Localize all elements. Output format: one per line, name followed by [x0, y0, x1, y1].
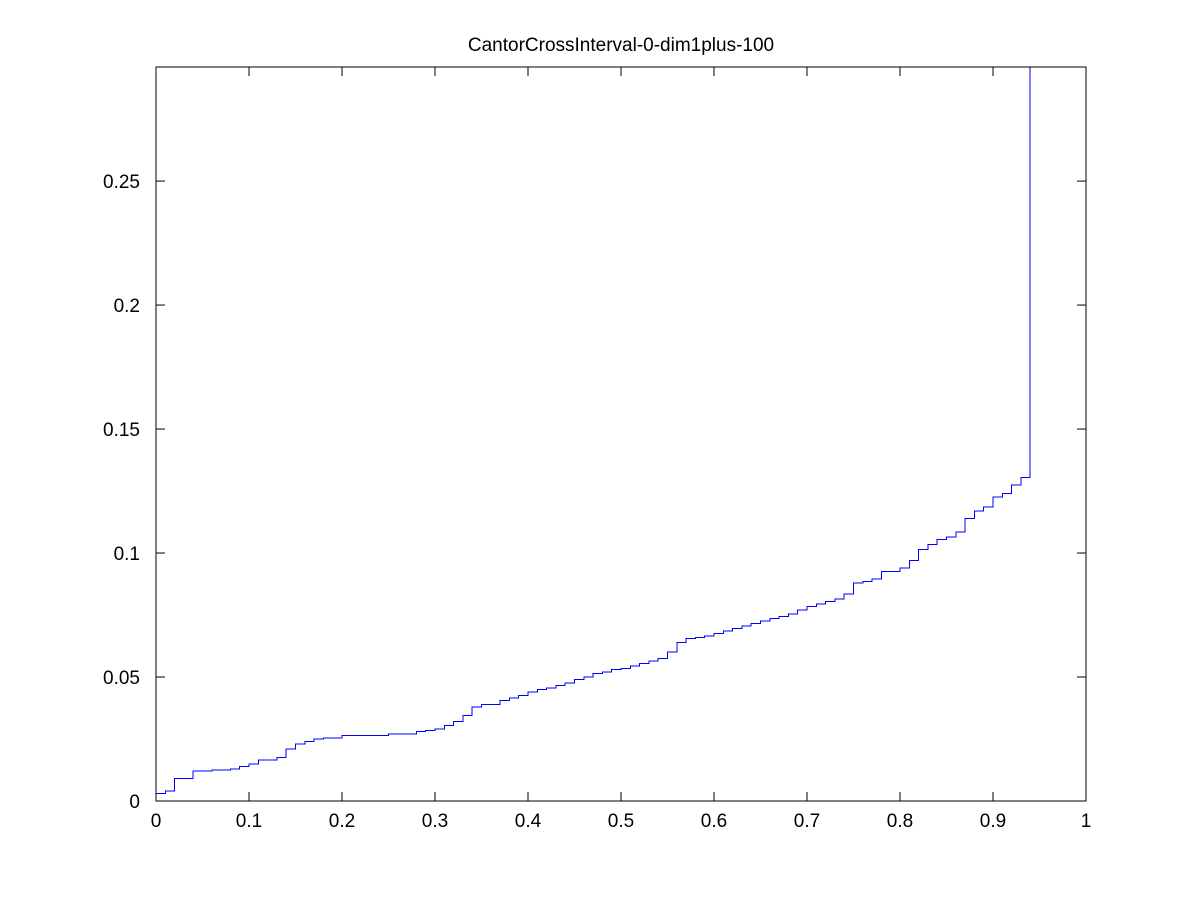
x-tick-label: 0.2: [329, 811, 355, 832]
plot-area: [156, 67, 1086, 801]
y-tick-label: 0.25: [103, 172, 140, 193]
x-tick-label: 0.4: [515, 811, 542, 832]
x-tick-label: 0.3: [422, 811, 448, 832]
x-tick-label: 1: [1081, 811, 1092, 832]
y-tick-label: 0.2: [114, 296, 140, 317]
x-tick-label: 0.6: [701, 811, 727, 832]
chart-title: CantorCrossInterval-0-dim1plus-100: [468, 35, 774, 56]
x-tick-label: 0.5: [608, 811, 634, 832]
x-tick-label: 0.9: [980, 811, 1006, 832]
plot-frame: [155, 66, 1087, 802]
x-tick-label: 0.7: [794, 811, 820, 832]
series-layer: [156, 66, 1077, 795]
y-tick-label: 0.1: [114, 544, 140, 565]
x-tick-label: 0.1: [236, 811, 262, 832]
y-tick-label: 0.05: [103, 668, 140, 689]
y-tick-label: 0: [129, 792, 140, 813]
axis-ticks: 0 0.1 0.2 0.3 0.4 0.5 0.6 0.7 0.8 0.9 1 0 0.05 0.1 0.1…: [103, 67, 1091, 832]
x-tick-label: 0.8: [887, 811, 913, 832]
y-tick-label: 0.15: [103, 420, 140, 441]
series-step-line: [156, 66, 1077, 795]
x-tick-label: 0: [151, 811, 162, 832]
